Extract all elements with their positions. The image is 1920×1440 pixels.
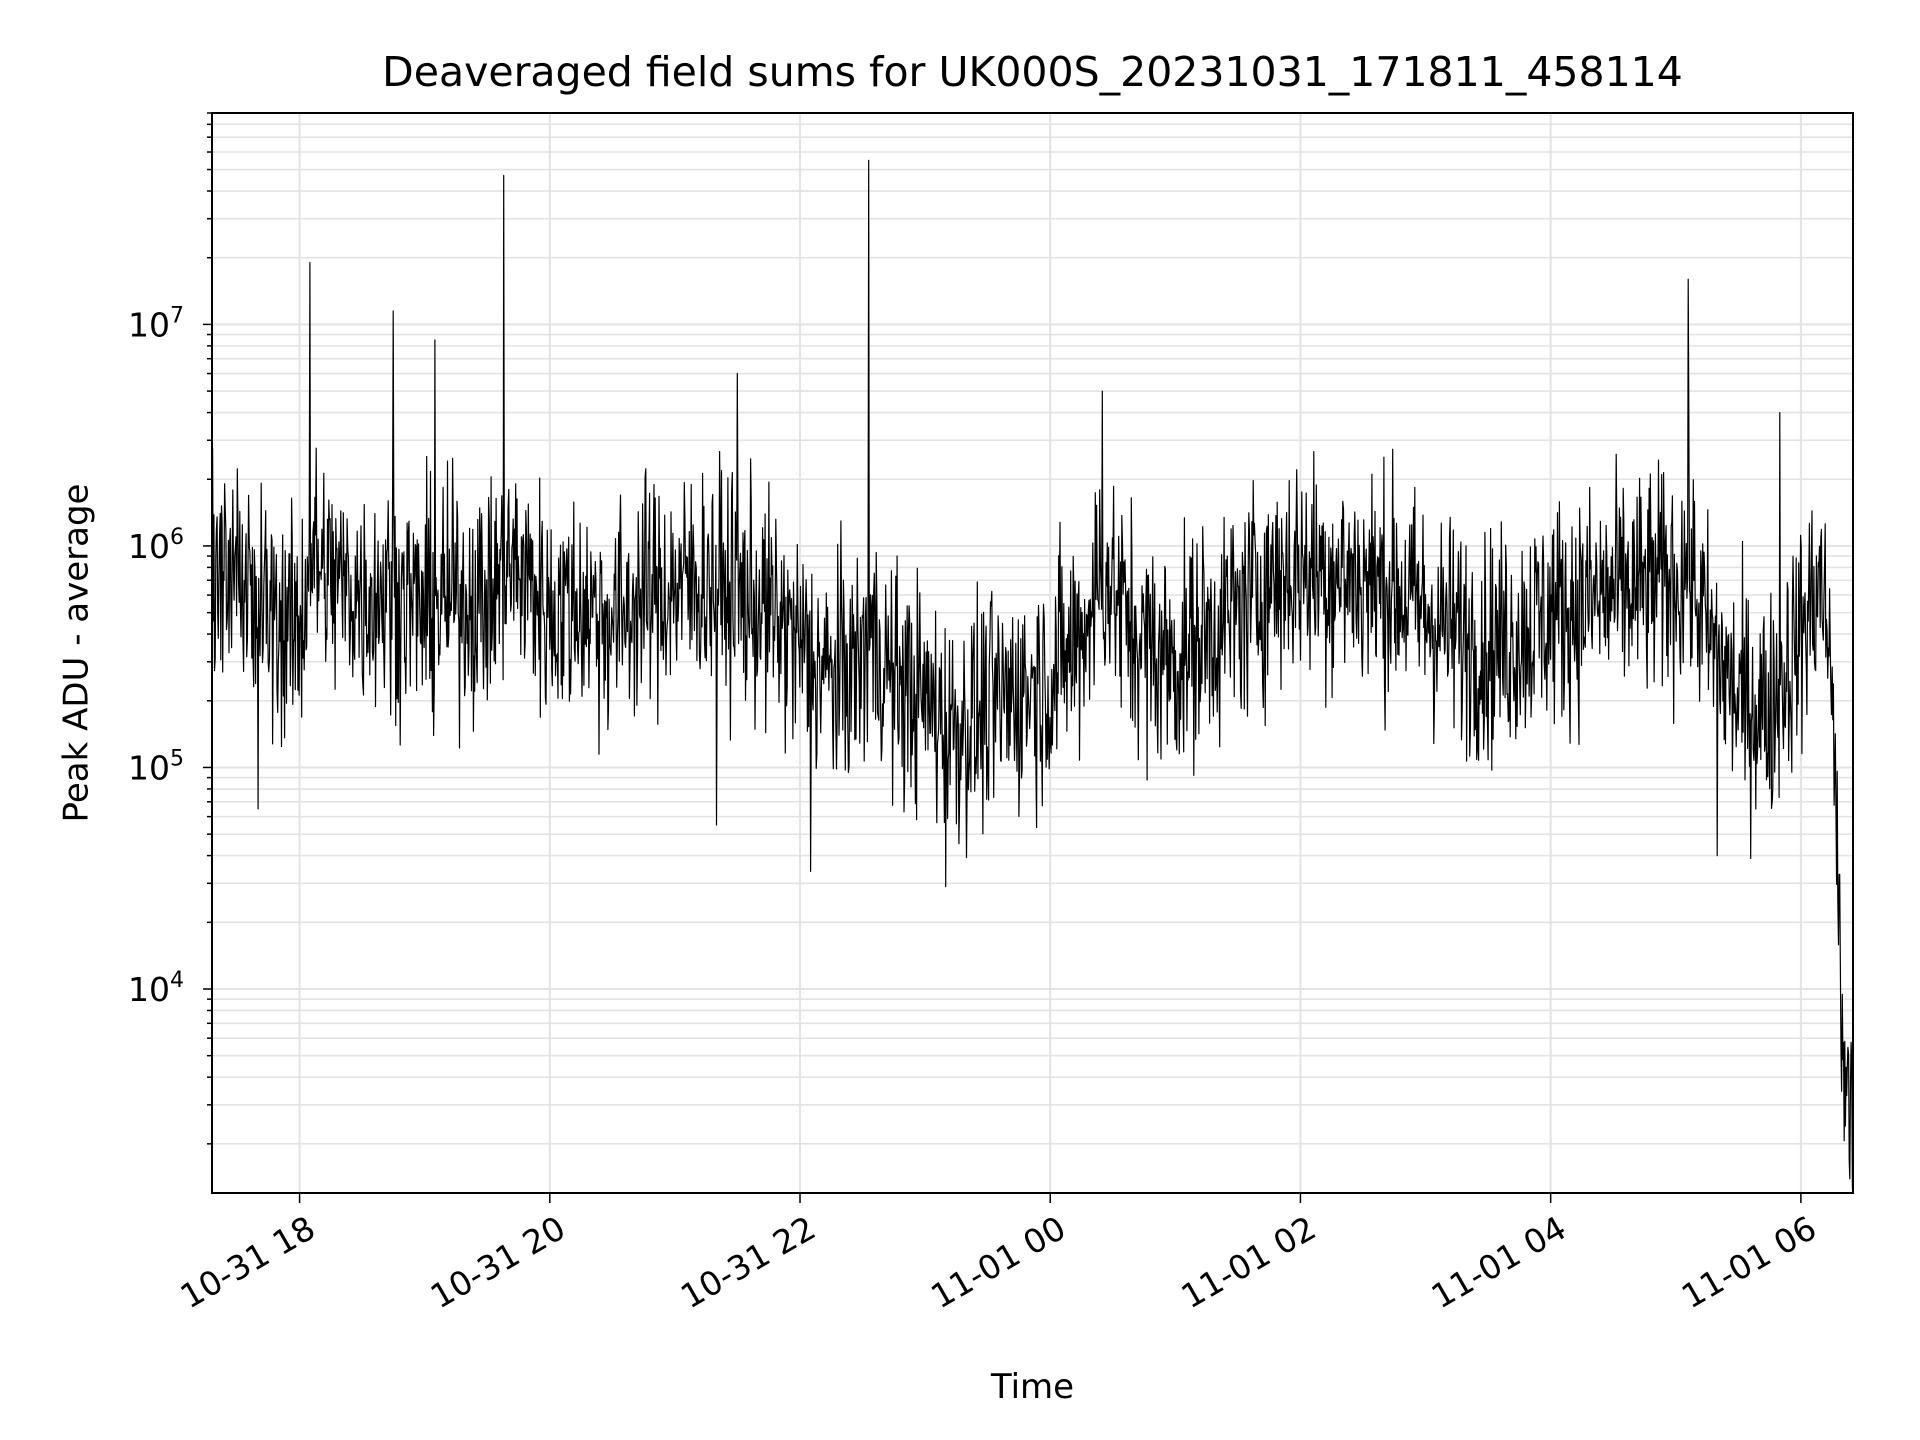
y-tick-label: 107 [128, 303, 184, 344]
plot-frame [211, 112, 1854, 1194]
data-line [211, 159, 1854, 1190]
series-line [211, 159, 1854, 1190]
y-axis-label: Peak ADU - average [57, 484, 97, 823]
x-axis-label: Time [990, 1367, 1074, 1407]
y-tick-label: 104 [128, 968, 184, 1009]
y-tick-label: 105 [128, 746, 184, 787]
chart-title: Deaveraged field sums for UK000S_2023103… [382, 48, 1683, 96]
y-tick-label: 106 [128, 525, 184, 566]
